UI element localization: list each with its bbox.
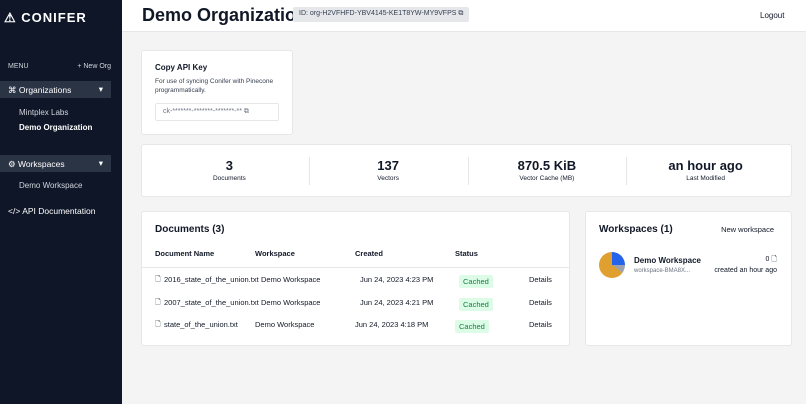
masked-key: ck-*******-*******-*******-** xyxy=(163,108,242,115)
workspace-link[interactable]: Demo Workspace xyxy=(19,181,83,190)
divider xyxy=(467,157,469,185)
documents-card: Documents (3) Document Name Workspace Crea… xyxy=(141,211,570,346)
workspaces-toggle[interactable]: ⚙ Workspaces ▾ xyxy=(0,155,111,172)
header: Demo Organization ID: org-H2VFHFD-YBV414… xyxy=(122,0,806,32)
details[interactable]: Details xyxy=(529,297,552,307)
created: Jun 24, 2023 4:21 PM xyxy=(360,297,434,307)
created: Jun 24, 2023 4:23 PM xyxy=(360,275,434,284)
file-icon: 🗋 xyxy=(155,321,161,328)
stat-value: 3 xyxy=(225,158,233,173)
api-docs[interactable]: </> API Documentation xyxy=(8,206,96,216)
file-icon: 🗋 xyxy=(155,298,161,306)
org-id: ID: org-H2VFHFD-YBV4145-KE1T8YW-MY9VFPS xyxy=(299,10,457,17)
page-title: Demo Organization xyxy=(142,5,308,25)
details[interactable]: Details xyxy=(529,275,552,284)
workspace: Demo Workspace xyxy=(261,297,321,307)
api-key-card: Copy API Key For use of syncing Conifer … xyxy=(141,50,293,135)
stat-value: 137 xyxy=(377,158,399,173)
workspace: Demo Workspace xyxy=(255,320,315,329)
workspace-created: created an hour ago xyxy=(714,267,777,274)
org-link[interactable]: Demo Organization xyxy=(19,123,93,132)
logo-text: CONIFER xyxy=(21,10,87,25)
card-title: Workspaces (1) xyxy=(599,224,673,235)
menu-label: MENU xyxy=(8,63,29,70)
workspace: Demo Workspace xyxy=(261,275,321,284)
logo[interactable]: ⚠ CONIFER xyxy=(4,10,87,26)
column-header: Document Name xyxy=(155,249,215,258)
logout[interactable]: Logout xyxy=(760,11,785,20)
workspace-slug: workspace-BMA8X... xyxy=(634,268,691,274)
stat-value: an hour ago xyxy=(668,158,743,173)
status: Cached xyxy=(455,320,489,333)
document-name[interactable]: state_of_the_union.txt xyxy=(164,320,238,329)
sidebar: ⚠ CONIFER MENU + New Org ⌘ Organizations… xyxy=(0,0,122,404)
created: Jun 24, 2023 4:18 PM xyxy=(355,320,429,329)
org-id-badge[interactable]: ID: org-H2VFHFD-YBV4145-KE1T8YW-MY9VFPS … xyxy=(293,7,470,22)
stat-value: 870.5 KiB xyxy=(517,158,577,173)
api-key-field[interactable]: ck-*******-*******-*******-** ⧉ xyxy=(155,103,279,121)
file-icon: 🗋 xyxy=(155,276,161,283)
column-header: Workspace xyxy=(255,249,295,258)
new-workspace[interactable]: New workspace xyxy=(721,225,774,234)
details[interactable]: Details xyxy=(529,320,552,329)
new-org[interactable]: + New Org xyxy=(77,63,111,70)
stat-label: Last Modified xyxy=(686,175,725,182)
workspaces-label: Workspaces xyxy=(17,159,65,169)
document-name[interactable]: 2016_state_of_the_union.txt xyxy=(164,275,259,284)
divider xyxy=(308,157,310,185)
workspaces-card: Workspaces (1) New workspace Demo Worksp… xyxy=(585,211,792,346)
org-link[interactable]: Mintplex Labs xyxy=(19,108,69,117)
workspace-name[interactable]: Demo Workspace xyxy=(634,256,701,265)
stats-card: 3 Documents 137 Vectors 870.5 KiB Vector Cach… xyxy=(141,144,792,197)
card-title: Documents (3) xyxy=(155,224,225,235)
stat-label: Vectors xyxy=(377,175,399,182)
api-docs-label: API Documentation xyxy=(22,206,96,216)
workspace-avatar xyxy=(599,252,625,278)
status: Cached xyxy=(459,275,493,288)
stat-label: Documents xyxy=(212,175,246,182)
status: Cached xyxy=(459,297,493,311)
divider xyxy=(626,157,628,185)
header-rule xyxy=(142,267,569,268)
organizations-label: Organizations xyxy=(18,85,72,95)
logo-icon: ⚠ xyxy=(4,10,17,25)
column-header: Created xyxy=(355,249,383,258)
doc-count: 0 xyxy=(765,256,770,263)
stat-label: Vector Cache (MB) xyxy=(519,175,575,182)
organizations-toggle[interactable]: ⌘ Organizations ▾ xyxy=(0,81,111,98)
card-title: Copy API Key xyxy=(155,63,208,72)
column-header: Status xyxy=(455,249,478,258)
document-name[interactable]: 2007_state_of_the_union.txt xyxy=(164,297,259,307)
description: For use of syncing Conifer with Pinecone… xyxy=(155,78,274,94)
